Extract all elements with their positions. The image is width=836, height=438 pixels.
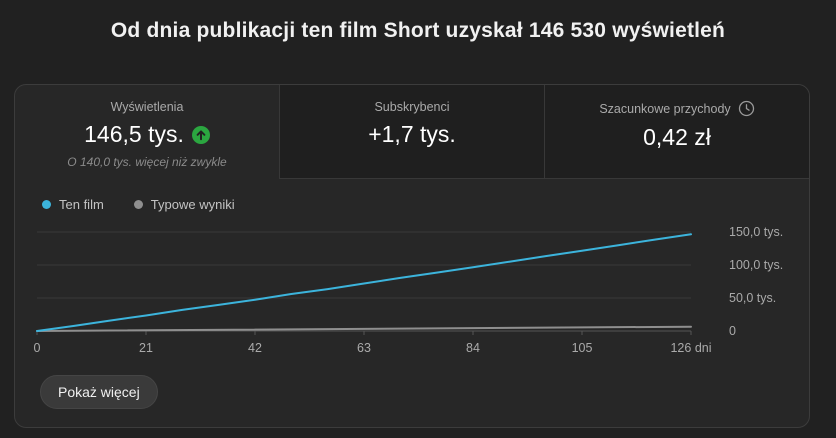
tab-views-label: Wyświetlenia [110,100,184,114]
tab-subscribers-label: Subskrybenci [374,100,450,114]
legend-dot-this-video [42,199,51,209]
legend-label-typical: Typowe wyniki [150,196,235,212]
clock-icon [738,100,755,117]
line-chart: 0 50,0 tys. 100,0 tys. 150,0 tys. 0 21 42 63 84 1… [34,225,784,355]
tab-views-value: 146,5 tys. [84,121,184,147]
chart-legend: Ten film Typowe wyniki [42,195,809,213]
tab-views-delta-note: O 140,0 tys. więcej niż zwykle [67,155,227,169]
metric-tabs: Wyświetlenia 146,5 tys. O 140,0 tys. wię… [15,85,809,179]
legend-dot-typical [133,199,143,209]
tab-subscribers[interactable]: Subskrybenci +1,7 tys. [279,85,544,179]
svg-text:42: 42 [248,341,262,355]
tab-views[interactable]: Wyświetlenia 146,5 tys. O 140,0 tys. wię… [15,85,279,179]
svg-text:100,0 tys.: 100,0 tys. [729,258,783,272]
svg-text:0: 0 [34,341,41,355]
tab-revenue[interactable]: Szacunkowe przychody 0,42 zł [544,85,809,179]
analytics-card: Wyświetlenia 146,5 tys. O 140,0 tys. wię… [14,84,810,428]
arrow-up-circle-icon [191,125,210,144]
svg-text:105: 105 [572,341,593,355]
svg-text:63: 63 [357,341,371,355]
page-title: Od dnia publikacji ten film Short uzyska… [110,19,726,42]
show-more-button[interactable]: Pokaż więcej [40,375,158,409]
legend-label-this-video: Ten film [59,196,104,212]
svg-text:150,0 tys.: 150,0 tys. [729,225,783,239]
svg-text:50,0 tys.: 50,0 tys. [729,291,776,305]
svg-text:84: 84 [466,341,480,355]
svg-text:0: 0 [729,324,736,338]
tab-revenue-label: Szacunkowe przychody [599,101,731,116]
tab-subscribers-value: +1,7 tys. [368,121,456,147]
legend-item-this-video[interactable]: Ten film [42,197,104,212]
tab-revenue-value: 0,42 zł [643,124,711,150]
legend-item-typical[interactable]: Typowe wyniki [133,196,235,212]
svg-text:21: 21 [139,341,153,355]
svg-text:126 dni: 126 dni [670,341,711,355]
